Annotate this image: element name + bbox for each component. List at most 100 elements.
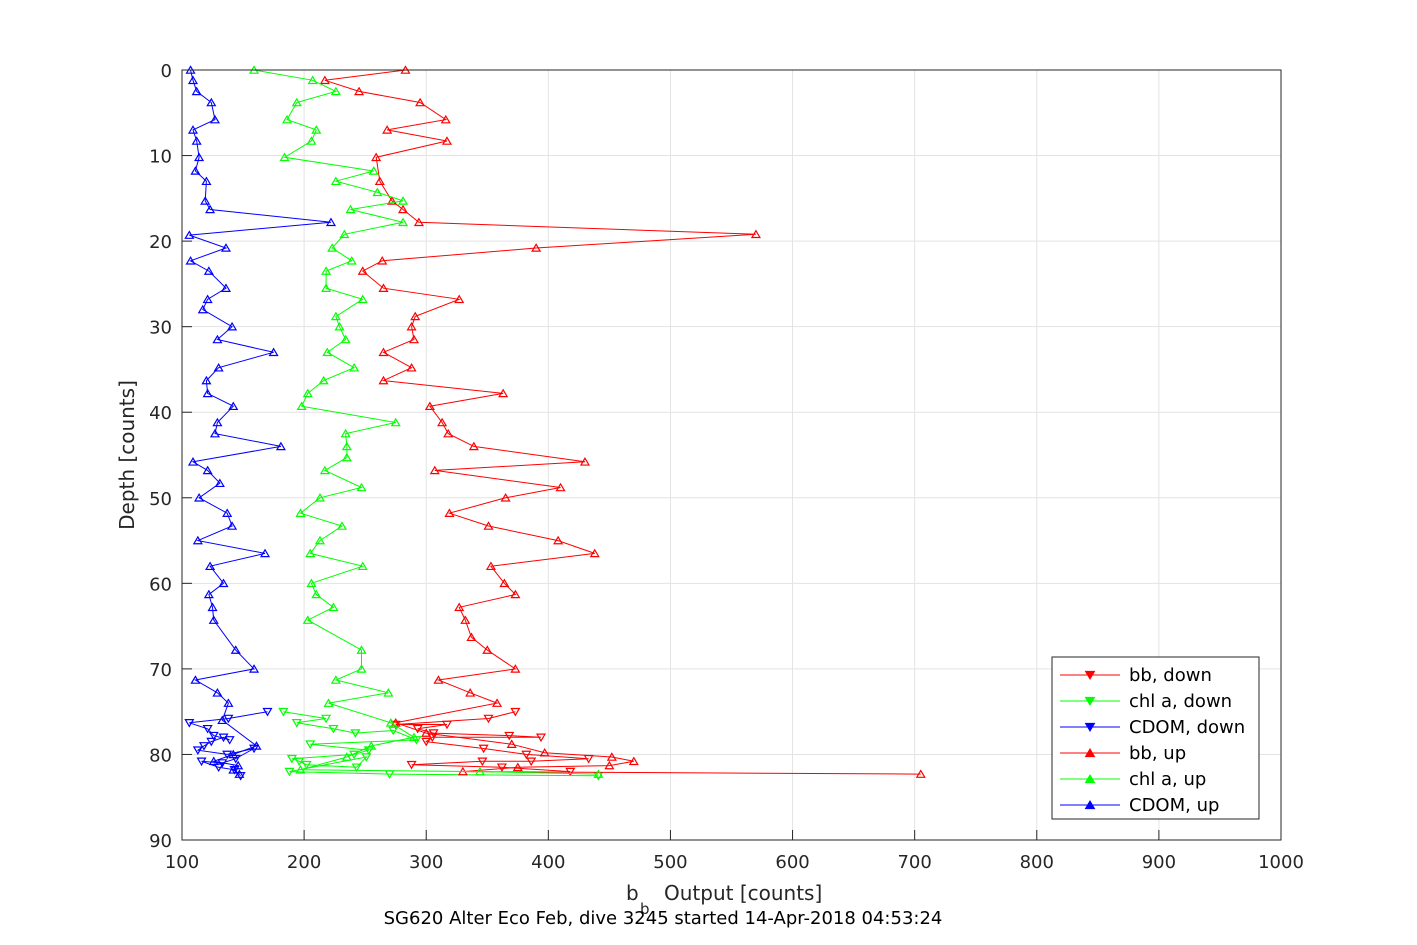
data-point xyxy=(421,737,432,747)
data-point xyxy=(223,714,234,724)
data-point xyxy=(203,589,214,599)
data-point xyxy=(428,729,439,738)
data-point xyxy=(328,724,339,734)
data-point xyxy=(330,176,341,186)
y-tick-label: 30 xyxy=(149,318,172,339)
x-tick-label: 300 xyxy=(409,852,443,873)
series-cdom-up xyxy=(184,65,337,778)
legend-marker xyxy=(1084,670,1096,681)
data-point xyxy=(302,615,313,624)
data-point xyxy=(368,166,379,175)
data-point xyxy=(268,347,279,357)
y-tick-label: 60 xyxy=(149,574,172,595)
data-point xyxy=(209,428,221,438)
data-point xyxy=(291,97,302,107)
legend-item-chl-a-down: chl a, down xyxy=(1060,691,1232,712)
legend-label: bb, down xyxy=(1129,665,1212,686)
data-point xyxy=(366,741,377,750)
data-point xyxy=(207,602,218,612)
data-point xyxy=(311,125,322,134)
legend-item-chl-a-up: chl a, up xyxy=(1060,769,1206,790)
data-point xyxy=(406,760,417,770)
data-point xyxy=(208,731,219,741)
x-axis-label-subscript: b xyxy=(640,900,650,918)
series-line xyxy=(283,711,599,777)
data-point xyxy=(227,521,238,530)
data-point xyxy=(330,675,341,684)
data-point xyxy=(323,698,334,707)
data-point xyxy=(340,428,351,438)
data-point xyxy=(222,750,233,760)
legend-label: CDOM, up xyxy=(1129,795,1219,816)
series-line xyxy=(253,69,599,775)
x-tick-label: 400 xyxy=(531,852,565,873)
data-point xyxy=(305,740,316,749)
legend-box xyxy=(1051,656,1260,820)
series-layer xyxy=(184,65,926,781)
data-point xyxy=(378,375,389,385)
data-point xyxy=(191,136,202,145)
data-point xyxy=(388,726,399,736)
data-point xyxy=(510,589,521,599)
legend-item-bb-down: bb, down xyxy=(1060,665,1212,686)
series-line xyxy=(189,69,332,775)
series-cdom-down xyxy=(184,707,273,781)
data-point xyxy=(460,615,471,624)
data-point xyxy=(197,304,208,314)
data-point xyxy=(356,664,367,673)
data-point xyxy=(429,465,440,475)
data-point xyxy=(351,763,362,773)
data-point xyxy=(539,747,550,757)
data-point xyxy=(187,75,199,85)
data-point xyxy=(202,465,213,475)
data-point xyxy=(378,283,389,292)
data-point xyxy=(230,645,241,654)
data-point xyxy=(345,204,356,214)
data-point xyxy=(192,535,203,545)
data-point xyxy=(433,675,444,684)
data-point xyxy=(190,166,201,175)
legend-label: CDOM, down xyxy=(1129,717,1245,738)
y-tick-label: 70 xyxy=(149,660,172,681)
data-point xyxy=(184,718,195,728)
y-tick-label: 0 xyxy=(161,61,172,82)
data-point xyxy=(628,756,639,766)
data-point xyxy=(491,698,503,707)
data-point xyxy=(208,756,219,766)
data-point xyxy=(350,729,361,738)
x-tick-label: 800 xyxy=(1020,852,1054,873)
data-point xyxy=(535,733,547,743)
data-point xyxy=(202,388,213,398)
data-point xyxy=(750,229,761,239)
data-point xyxy=(206,97,217,107)
data-point xyxy=(201,176,212,186)
data-point xyxy=(321,714,332,724)
data-point xyxy=(341,752,352,761)
data-point xyxy=(295,765,306,774)
data-point xyxy=(531,243,542,252)
data-point xyxy=(220,243,232,252)
data-point xyxy=(286,754,297,764)
data-point xyxy=(356,645,367,654)
data-point xyxy=(327,243,338,252)
data-point xyxy=(190,675,201,684)
data-point xyxy=(440,114,451,124)
data-point xyxy=(322,347,333,357)
data-point xyxy=(424,401,435,411)
data-point xyxy=(606,752,617,761)
data-point xyxy=(234,769,245,778)
data-point xyxy=(307,75,318,85)
data-point xyxy=(262,707,273,717)
legend-marker xyxy=(1084,799,1096,810)
data-point xyxy=(397,217,409,227)
y-axis-label: Depth [counts] xyxy=(115,380,139,530)
data-point xyxy=(302,388,313,398)
data-point xyxy=(410,311,421,321)
y-tick-label: 40 xyxy=(149,403,172,424)
data-point xyxy=(296,401,307,411)
data-point xyxy=(356,482,367,492)
data-point xyxy=(555,482,566,492)
data-point xyxy=(354,86,365,96)
y-tick-label: 90 xyxy=(149,831,172,852)
data-point xyxy=(454,602,465,612)
